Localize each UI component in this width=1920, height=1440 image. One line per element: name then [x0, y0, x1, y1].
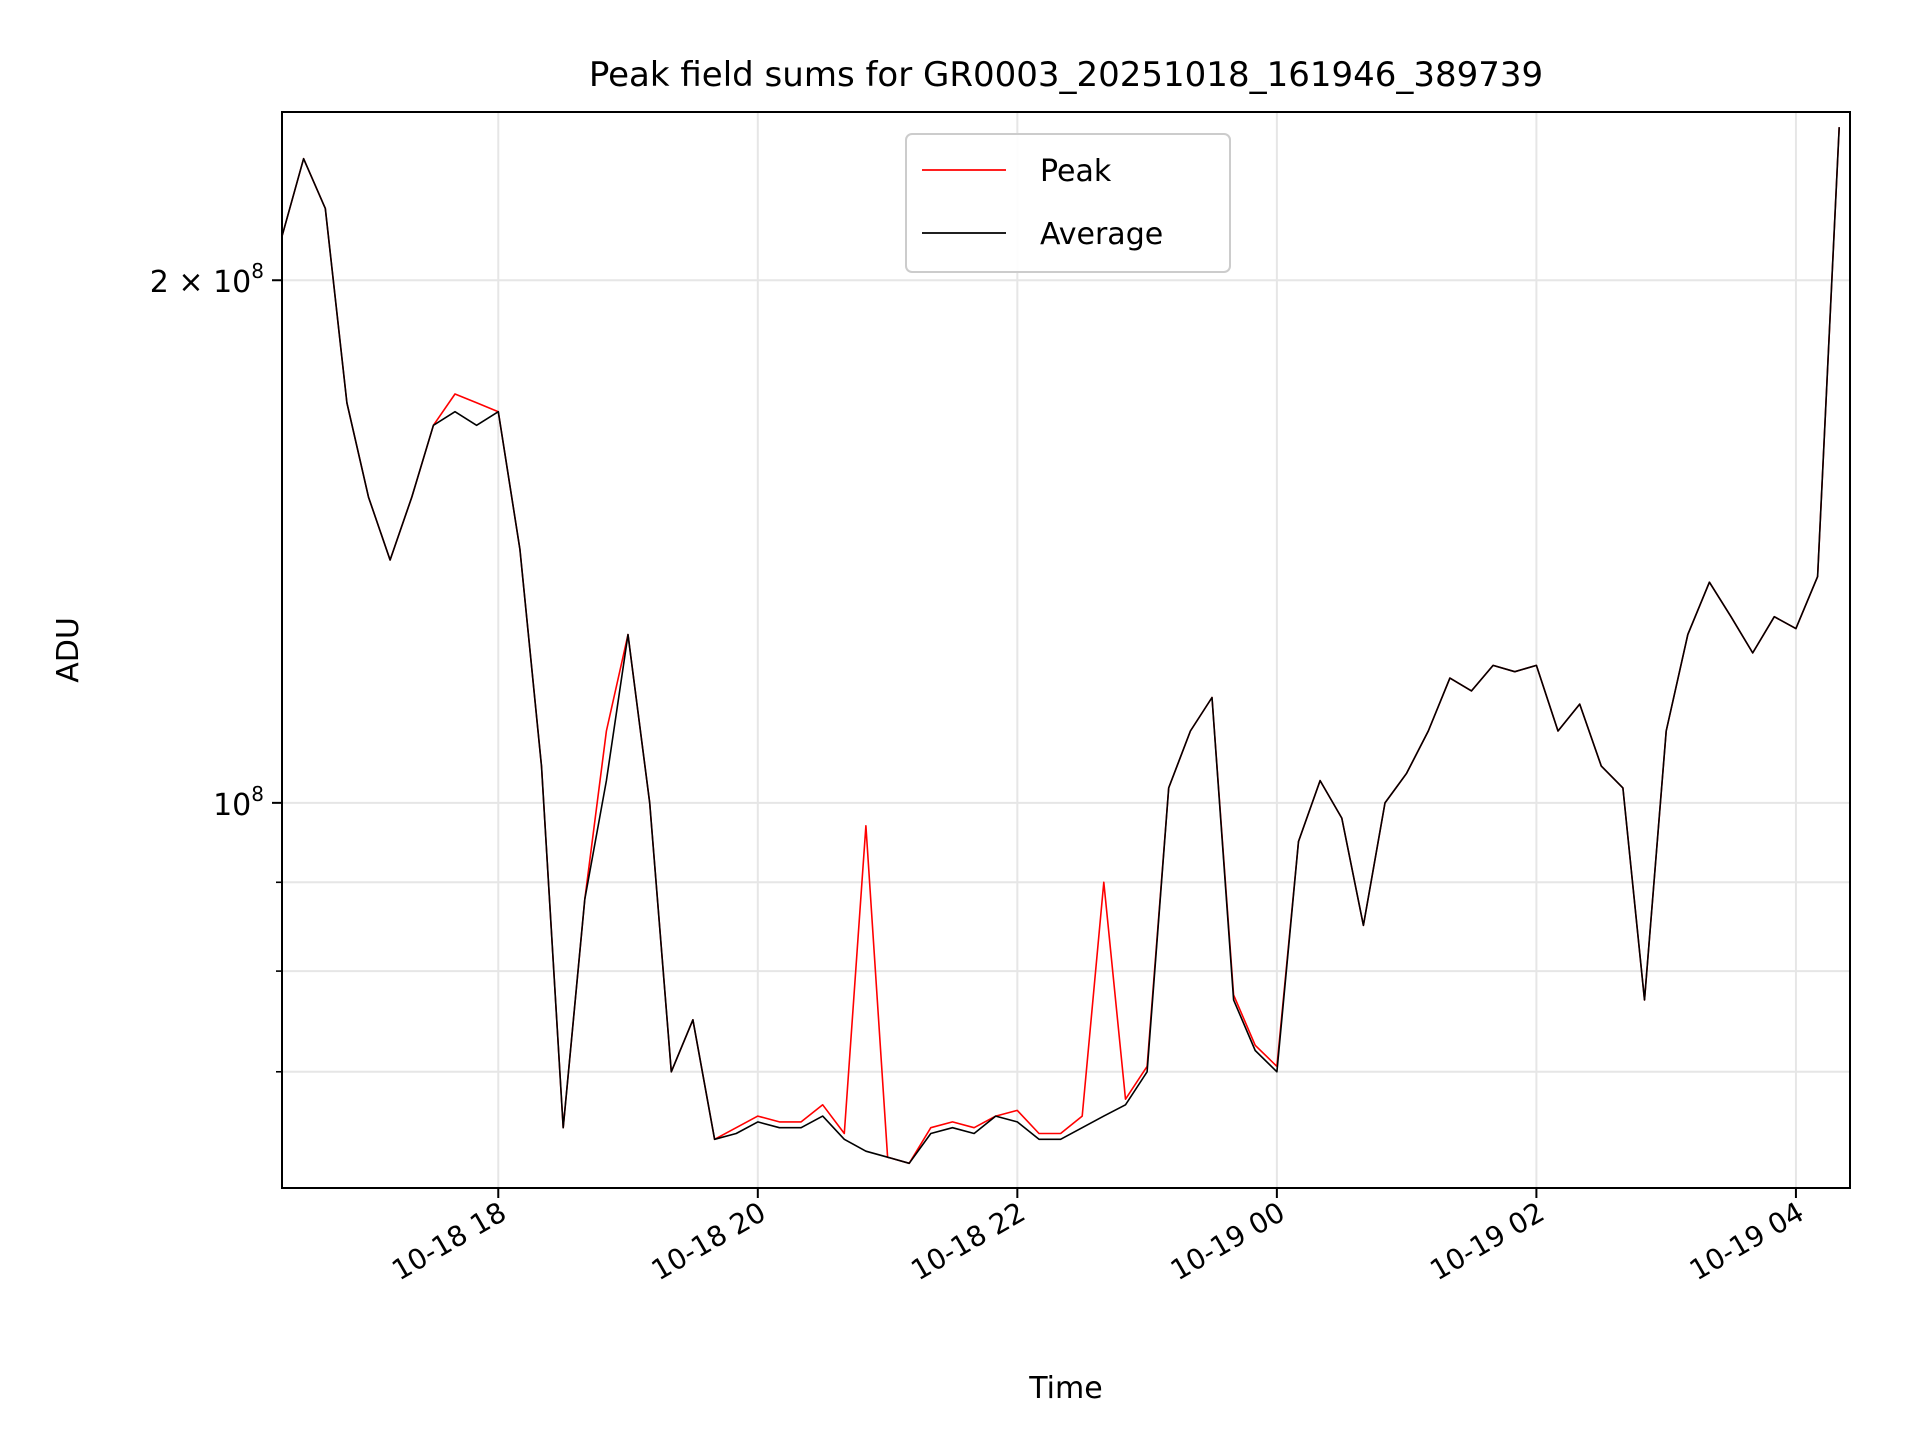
- grid-lines: [282, 112, 1850, 1188]
- legend-box: [905, 133, 1231, 273]
- legend-label-peak: Peak: [1040, 154, 1112, 189]
- series-line-average: [281, 127, 1840, 1165]
- y-tick-exp: 8: [251, 259, 264, 283]
- y-axis-label: ADU: [51, 617, 86, 683]
- y-tick-exp: 8: [251, 782, 264, 806]
- chart-title: Peak field sums for GR0003_20251018_1619…: [589, 55, 1543, 95]
- legend-label-average: Average: [1040, 217, 1163, 252]
- series-layer: [281, 127, 1840, 1165]
- y-tick-mult: 2 ×: [150, 265, 213, 300]
- y-tick-base: 10: [213, 788, 251, 823]
- plot-frame: [281, 111, 1851, 1189]
- legend: Peak Average: [905, 133, 1231, 273]
- y-tick-label: 108: [213, 782, 264, 823]
- y-tick-base: 10: [213, 265, 251, 300]
- x-axis-label: Time: [1028, 1371, 1102, 1406]
- y-tick-label: 2 × 108: [150, 259, 264, 300]
